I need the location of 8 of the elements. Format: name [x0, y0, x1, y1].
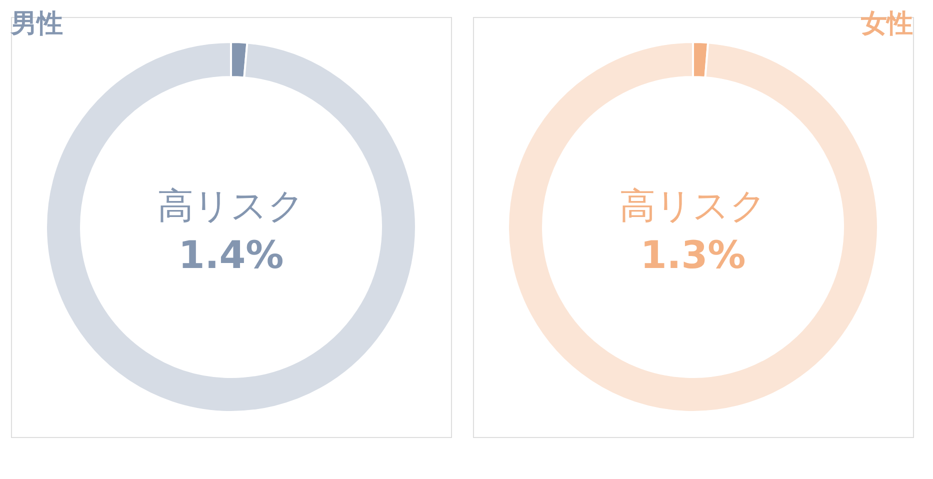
chart-title: 男性	[10, 9, 63, 39]
donut-slice	[507, 41, 879, 413]
data-label: 1.3%	[640, 233, 746, 277]
donut-slice	[45, 41, 417, 413]
data-label: 1.4%	[178, 233, 284, 277]
slice-label: 高リスク	[620, 186, 766, 227]
slice-label: 高リスク	[158, 186, 304, 227]
chart-title: 女性	[860, 9, 913, 39]
